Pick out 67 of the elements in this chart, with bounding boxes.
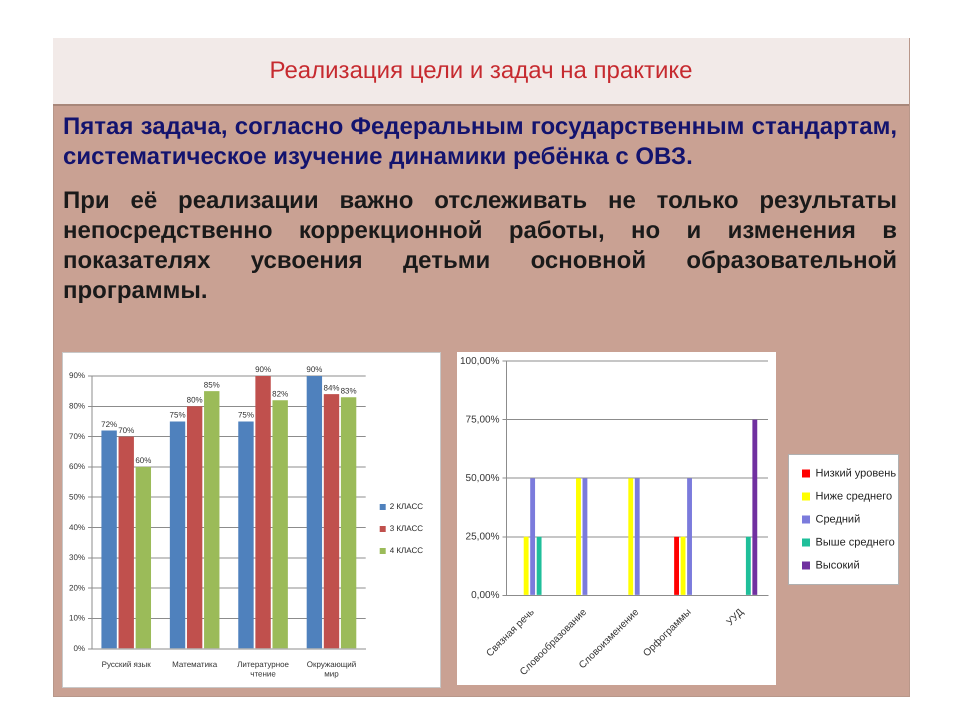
legend-label: 3 КЛАСС [390,524,424,534]
data-label: 72% [101,420,118,429]
bar [255,376,271,648]
bar [576,478,581,595]
legend-label: Низкий уровень [816,468,896,480]
bar [136,466,152,648]
bar [204,391,220,648]
bar [687,478,692,595]
bar [746,536,751,595]
bar [272,400,288,648]
data-label: 70% [118,426,134,435]
y-tick-label: 40% [68,522,86,532]
y-tick-label: 60% [68,462,86,472]
bar [101,430,117,648]
y-tick-label: 75,00% [466,414,500,426]
y-tick-label: 0,00% [471,590,500,602]
data-label: 60% [135,456,152,466]
bar [324,394,340,648]
legend-label: Выше среднего [816,536,895,549]
legend-label: 4 КЛАСС [390,546,424,556]
data-label: 85% [204,380,220,390]
text: Реализация цели и задач на практике [270,57,692,85]
data-label: 83% [340,386,357,396]
data-label: 80% [186,396,203,405]
y-tick-label: 50% [68,492,86,502]
bar [536,536,542,595]
y-tick-label: 25,00% [466,532,500,543]
x-tick-label: Русский язык [102,660,152,669]
text: При её реализации важно отслеживать не только результаты непосредственно коррекционной работы, но и изменения в показателях усвоения детьми основной образовательной программы. [63,186,897,306]
y-tick-label: 100,00% [460,356,500,367]
x-tick-label: Окружающий мир [306,660,356,678]
legend-label: 2 КЛАСС [390,502,424,512]
data-label: 82% [272,389,288,398]
bar [238,421,254,648]
bar [628,478,634,595]
bar [186,406,202,648]
y-tick-label: 30% [68,553,86,562]
bar [524,536,529,595]
y-tick-label: 10% [68,614,86,623]
x-tick-label: УУД [724,606,746,628]
y-tick-label: 80% [68,402,86,411]
bar [306,376,322,648]
legend-label: Высокий [816,560,860,572]
data-label: 90% [255,365,272,374]
y-tick-label: 70% [68,432,86,441]
bar [674,536,680,595]
bar [752,420,758,595]
text: Пятая задача, согласно Федеральным государственным стандартам, систематическое изучение динамики ребёнка с ОВЗ. [63,112,897,172]
y-tick-label: 50,00% [466,472,500,484]
x-tick-label: Литературное чтение [237,660,290,678]
bar [582,478,588,595]
y-tick-label: 90% [68,371,86,380]
bar [340,397,356,648]
bar [680,536,686,595]
data-label: 90% [306,365,322,374]
x-tick-label: Математика [172,660,218,669]
data-label: 84% [323,383,340,392]
data-label: 75% [238,410,254,420]
data-label: 75% [170,410,186,420]
bar [634,478,640,595]
bar [530,478,536,595]
bar [118,436,134,648]
legend-label: Средний [816,514,860,526]
y-tick-label: 0% [73,644,86,654]
legend-label: Ниже среднего [816,490,892,503]
y-tick-label: 20% [68,583,86,592]
bar [170,421,186,648]
